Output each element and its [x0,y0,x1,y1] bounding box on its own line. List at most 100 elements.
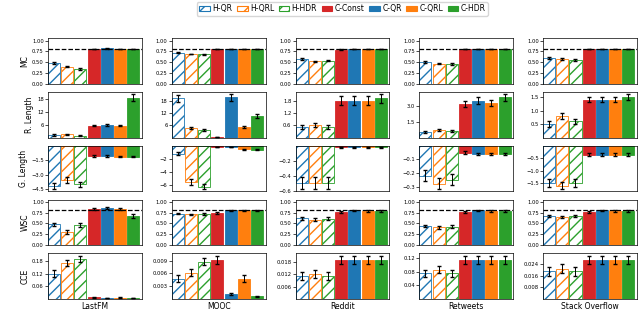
Bar [622,146,634,155]
X-axis label: Reddit: Reddit [330,302,355,311]
Bar [127,98,140,138]
Bar [114,126,126,138]
Bar [419,226,431,245]
Bar [211,213,223,245]
Bar [472,260,484,299]
Y-axis label: MC: MC [20,55,29,67]
Bar [499,49,511,84]
Bar [74,259,86,299]
Bar [335,146,348,147]
Y-axis label: WSC: WSC [20,214,29,231]
Bar [172,213,184,245]
Bar [296,127,308,138]
Bar [198,130,210,138]
Bar [570,146,582,183]
Bar [198,146,210,187]
Bar [362,146,374,147]
Bar [543,216,555,245]
Bar [596,146,608,155]
Bar [459,260,471,299]
X-axis label: LastFM: LastFM [81,302,108,311]
Bar [225,294,237,299]
Bar [322,146,334,183]
Bar [472,146,484,154]
Bar [308,61,321,84]
Bar [172,53,184,84]
Bar [225,210,237,245]
Bar [211,260,223,299]
Bar [296,146,308,183]
Bar [88,146,100,156]
Bar [375,99,387,138]
Bar [445,226,458,245]
Bar [127,146,140,157]
Bar [622,49,634,84]
Bar [322,276,334,299]
Bar [296,59,308,84]
Bar [375,211,387,245]
X-axis label: MOOC: MOOC [207,302,230,311]
Bar [308,146,321,183]
Bar [596,100,608,138]
Bar [238,49,250,84]
Bar [419,132,431,138]
Bar [101,146,113,156]
Bar [74,136,86,138]
Bar [308,125,321,138]
Bar [472,101,484,138]
Bar [335,260,348,299]
Bar [322,127,334,138]
Bar [322,60,334,84]
Bar [322,219,334,245]
Bar [556,146,568,186]
Bar [445,273,458,299]
Bar [433,146,445,184]
Bar [348,210,360,245]
Bar [570,272,582,299]
Bar [198,214,210,245]
Bar [445,64,458,84]
Bar [433,270,445,299]
Legend: H-QR, H-QRL, H-HDR, C-Const, C-QR, C-QRL, C-HDR: H-QR, H-QRL, H-HDR, C-Const, C-QR, C-QRL… [197,2,488,16]
Bar [185,146,197,182]
Bar [609,146,621,155]
Bar [459,146,471,153]
Bar [375,49,387,84]
Bar [172,146,184,154]
Bar [596,49,608,84]
Bar [556,269,568,299]
Bar [459,49,471,84]
Bar [348,101,360,138]
Bar [543,58,555,84]
Bar [609,49,621,84]
Bar [419,273,431,299]
Bar [556,116,568,138]
Bar [485,146,497,154]
Bar [570,122,582,138]
Bar [88,297,100,299]
Bar [127,49,140,84]
Bar [622,97,634,138]
Bar [543,146,555,183]
Bar [101,125,113,138]
Bar [485,260,497,299]
Bar [609,211,621,245]
Bar [308,274,321,299]
Bar [238,127,250,138]
Bar [61,66,73,84]
Bar [251,146,263,150]
Bar [211,49,223,84]
Y-axis label: R. Length: R. Length [26,97,35,133]
Bar [88,126,100,138]
Bar [48,135,60,138]
Bar [335,212,348,245]
Bar [114,209,126,245]
Bar [472,49,484,84]
Bar [499,98,511,138]
Bar [88,49,100,84]
Bar [556,217,568,245]
Bar [238,210,250,245]
Bar [48,63,60,84]
Bar [48,146,60,186]
Bar [185,214,197,245]
